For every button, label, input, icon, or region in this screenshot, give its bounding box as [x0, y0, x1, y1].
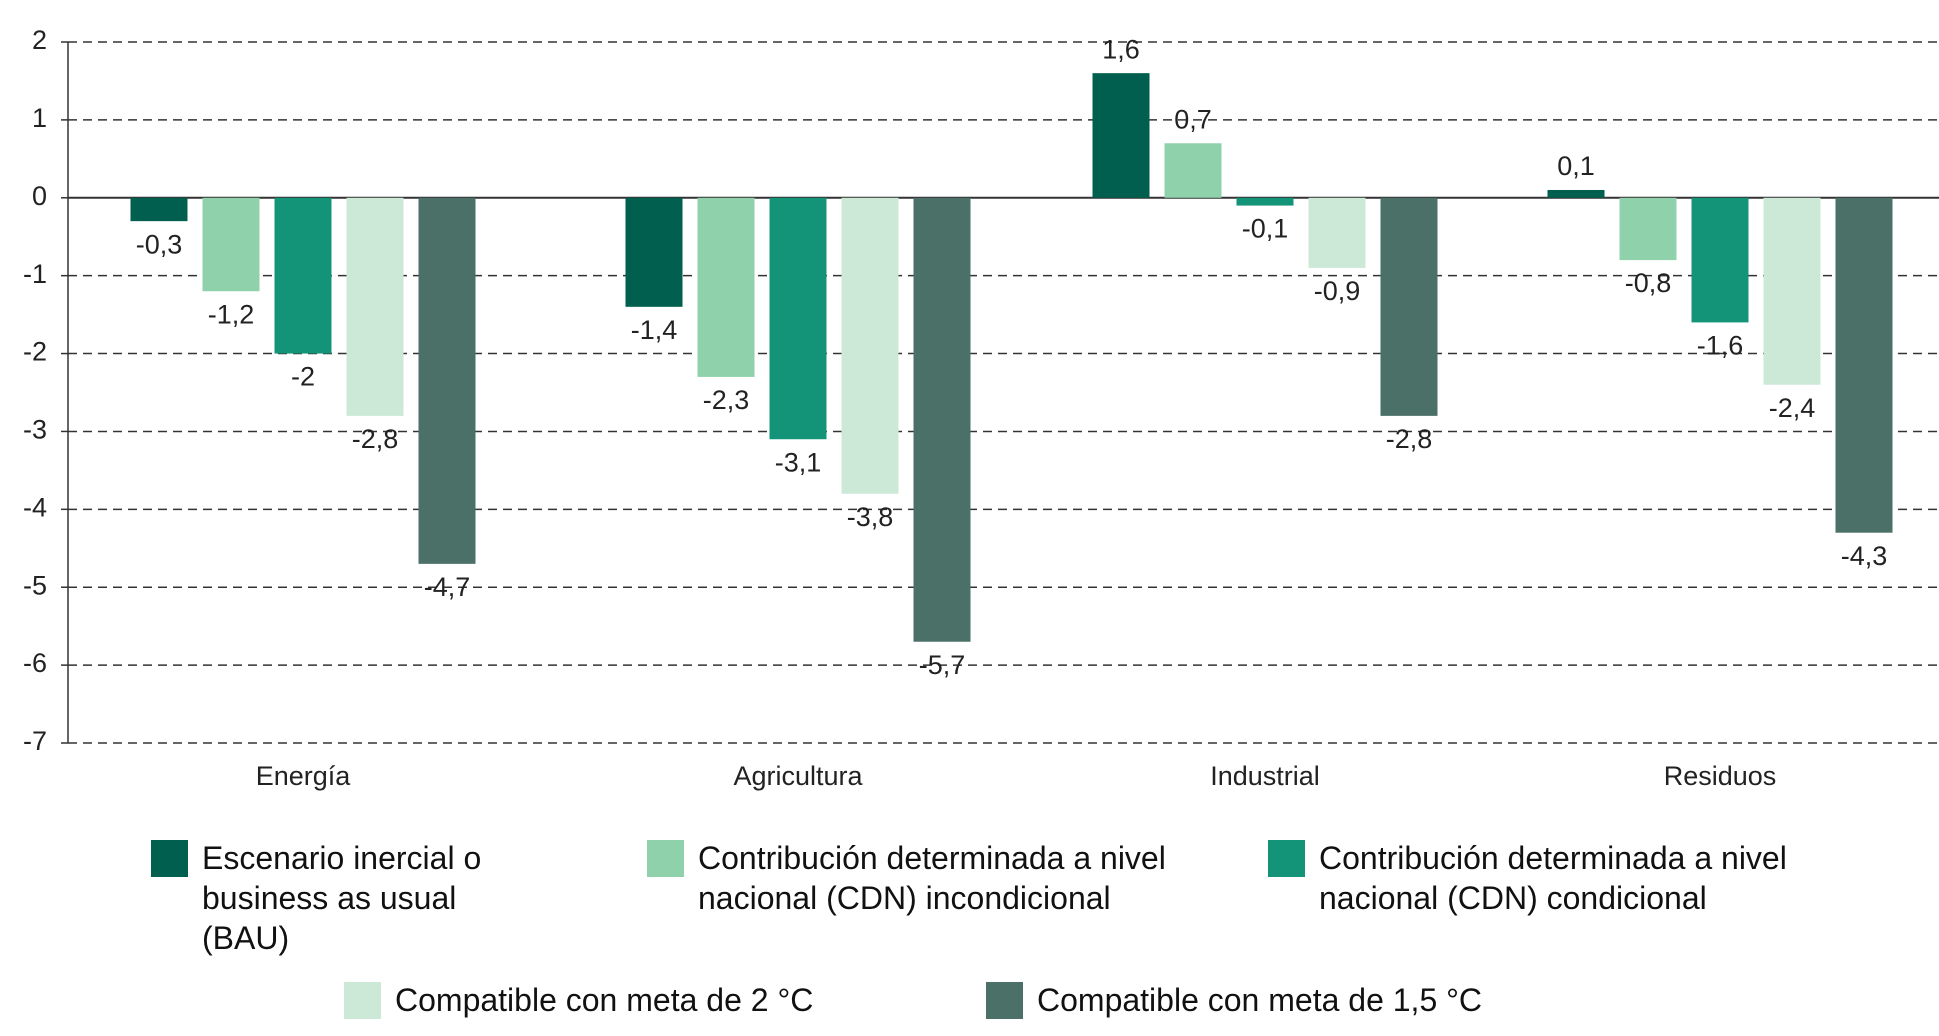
- y-tick-label: -7: [23, 726, 47, 756]
- value-label: -2,3: [703, 385, 750, 415]
- value-label: 0,7: [1174, 104, 1212, 134]
- bar: [274, 197, 332, 354]
- value-label: -0,1: [1242, 214, 1289, 244]
- bar: [841, 197, 899, 494]
- value-label: -5,7: [919, 650, 966, 680]
- y-tick-label: -6: [23, 648, 47, 678]
- value-label: 1,6: [1102, 34, 1140, 64]
- legend-label: Compatible con meta de 1,5 °C: [1037, 982, 1483, 1018]
- value-label: 0,1: [1557, 151, 1595, 181]
- value-label: -1,2: [208, 299, 255, 329]
- value-label: -2,8: [352, 424, 399, 454]
- value-label: -2,8: [1386, 424, 1433, 454]
- legend-label: Escenario inercial o business as usual (…: [202, 840, 482, 956]
- bar: [346, 197, 404, 416]
- value-label: -2: [291, 362, 315, 392]
- bar: [1236, 197, 1294, 206]
- bar: [697, 197, 755, 377]
- y-tick-label: -4: [23, 492, 47, 522]
- x-tick-label: Industrial: [1210, 761, 1320, 791]
- bar: [625, 197, 683, 307]
- bar: [1380, 197, 1438, 416]
- x-tick-label: Agricultura: [733, 761, 863, 791]
- legend-item: Compatible con meta de 2 °C: [344, 980, 895, 1020]
- legend-label: Compatible con meta de 2 °C: [395, 982, 814, 1018]
- value-label: -1,4: [631, 315, 678, 345]
- y-tick-label: 0: [32, 181, 47, 211]
- legend-item: Escenario inercial o business as usual (…: [151, 838, 522, 958]
- legend-item: Compatible con meta de 1,5 °C: [986, 980, 1597, 1020]
- legend-item: Contribución determinada a nivel naciona…: [1268, 838, 1819, 918]
- legend-swatch: [1268, 840, 1305, 877]
- value-label: -0,3: [136, 229, 183, 259]
- y-tick-label: 2: [32, 25, 47, 55]
- bar: [769, 197, 827, 440]
- bar: [1547, 189, 1605, 198]
- value-label: -3,1: [775, 447, 822, 477]
- bar: [1763, 197, 1821, 385]
- value-label: -4,7: [424, 572, 471, 602]
- chart: 2 1 0 -1 -2 -3 -4 -5 -6 -7 Energía -0,3 -1,2 -2 -2,8 -4…: [23, 25, 1939, 791]
- bar: [1835, 197, 1893, 533]
- bar: [1164, 143, 1222, 198]
- y-tick-label: 1: [32, 103, 47, 133]
- legend-swatch: [344, 982, 381, 1019]
- bar: [1308, 197, 1366, 268]
- y-tick-label: -3: [23, 415, 47, 445]
- bar: [1691, 197, 1749, 323]
- value-label: -0,9: [1314, 276, 1361, 306]
- legend-label: Contribución determinada a nivel naciona…: [698, 840, 1166, 916]
- y-tick-label: -5: [23, 570, 47, 600]
- legend-swatch: [986, 982, 1023, 1019]
- bar: [1092, 73, 1150, 198]
- value-label: -4,3: [1841, 541, 1888, 571]
- legend-label: Contribución determinada a nivel naciona…: [1319, 840, 1787, 916]
- value-label: -1,6: [1697, 331, 1744, 361]
- legend-item: Contribución determinada a nivel naciona…: [647, 838, 1198, 918]
- bar: [202, 197, 260, 292]
- y-tick-label: -1: [23, 259, 47, 289]
- legend-swatch: [151, 840, 188, 877]
- legend-swatch: [647, 840, 684, 877]
- y-tick-label: -2: [23, 337, 47, 367]
- value-label: -3,8: [847, 502, 894, 532]
- x-tick-label: Energía: [256, 761, 352, 791]
- x-tick-label: Residuos: [1664, 761, 1777, 791]
- bar: [913, 197, 971, 642]
- value-label: -2,4: [1769, 393, 1816, 423]
- value-label: -0,8: [1625, 268, 1672, 298]
- bar: [130, 197, 188, 222]
- bar: [1619, 197, 1677, 261]
- bar: [418, 197, 476, 564]
